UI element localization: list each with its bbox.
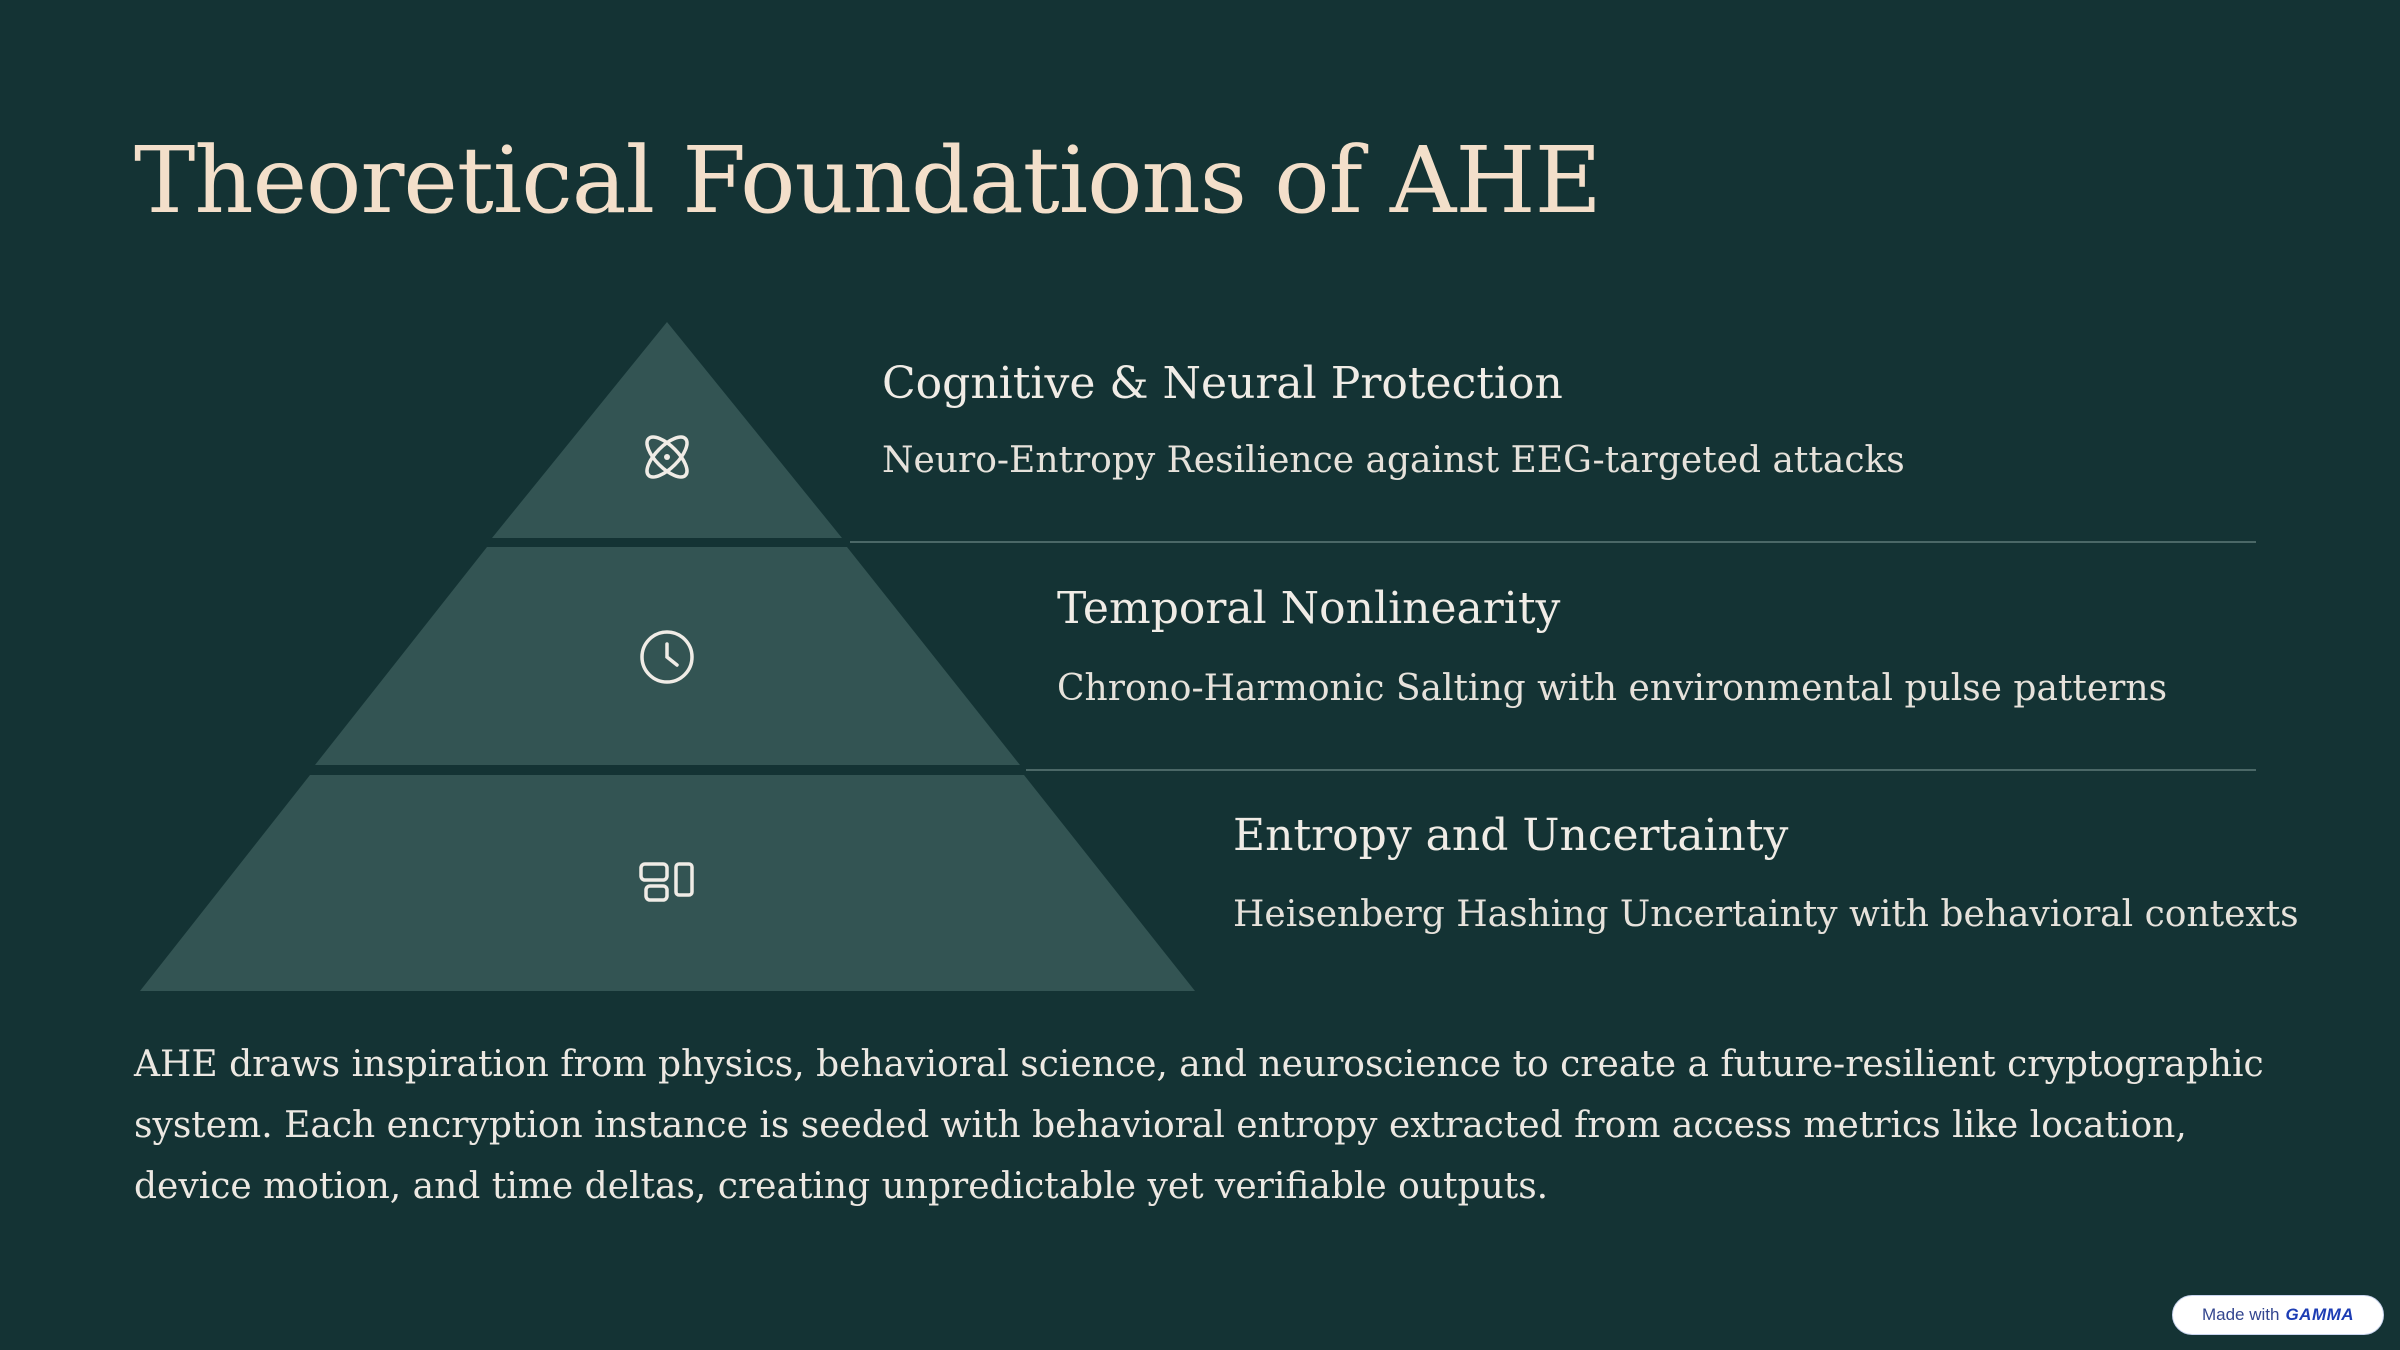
slide-title: Theoretical Foundations of AHE bbox=[134, 127, 1602, 234]
tier-heading: Temporal Nonlinearity bbox=[1057, 583, 1561, 634]
body-paragraph: AHE draws inspiration from physics, beha… bbox=[134, 1044, 2264, 1207]
tier-divider bbox=[1026, 769, 2256, 771]
devices-icon bbox=[639, 862, 694, 902]
tier-heading: Cognitive & Neural Protection bbox=[882, 358, 1563, 409]
tier-divider bbox=[850, 541, 2256, 543]
atom-icon bbox=[645, 435, 689, 479]
gamma-logo: GAMMA bbox=[2285, 1305, 2355, 1324]
tier-heading: Entropy and Uncertainty bbox=[1233, 810, 1789, 861]
tier-description: Neuro-Entropy Resilience against EEG-tar… bbox=[882, 440, 1905, 481]
badge-prefix: Made with bbox=[2201, 1305, 2280, 1324]
tier-description: Chrono-Harmonic Salting with environment… bbox=[1057, 668, 2168, 709]
pyramid-tier-bottom bbox=[140, 775, 1195, 991]
clock-icon bbox=[640, 630, 694, 684]
tier-description: Heisenberg Hashing Uncertainty with beha… bbox=[1233, 894, 2299, 935]
made-with-gamma-badge[interactable]: Made with GAMMA bbox=[2172, 1295, 2384, 1335]
pyramid-tier-top bbox=[492, 322, 842, 538]
